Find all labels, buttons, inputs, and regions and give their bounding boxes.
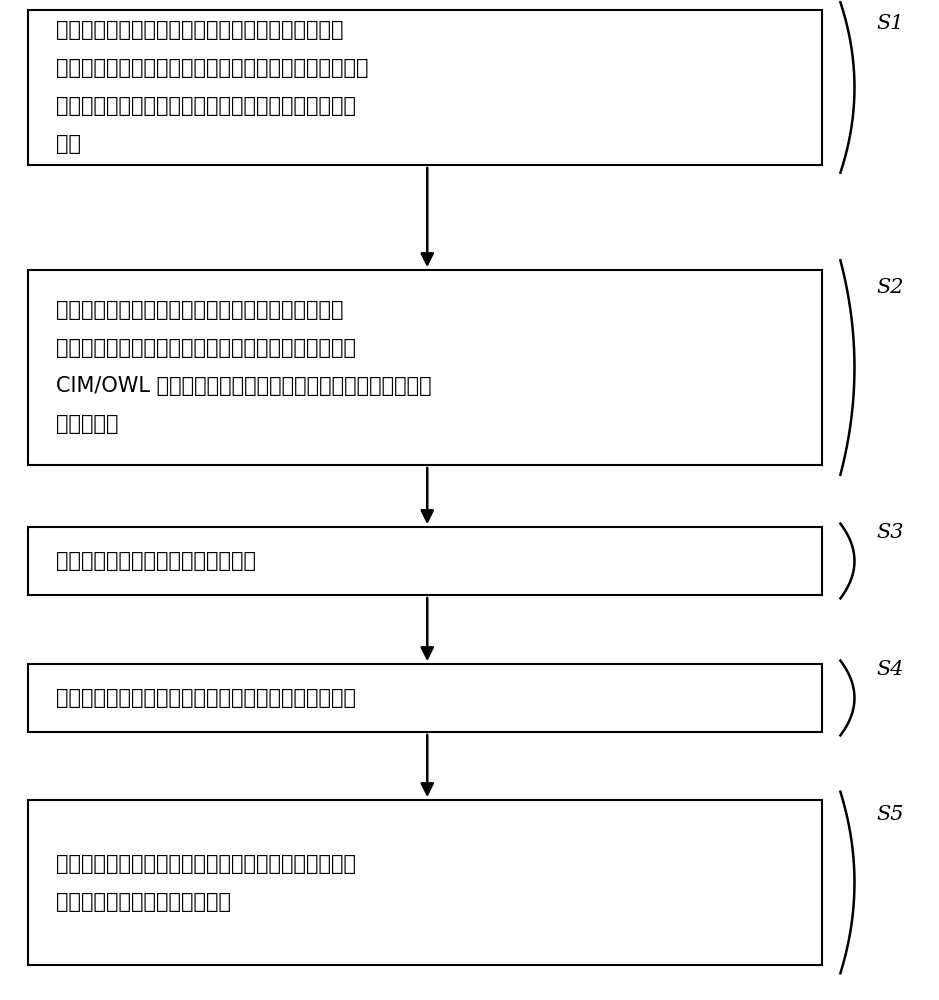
Text: 应；: 应； [56,134,82,154]
Bar [28,800,822,965]
Text: 参考负荷曲线集中所包含的参考负荷曲线的数据结构对: 参考负荷曲线集中所包含的参考负荷曲线的数据结构对 [56,96,356,116]
Text: S5: S5 [876,805,903,824]
Bar [28,270,822,465]
Text: 荷曲线集；: 荷曲线集； [56,414,119,434]
Text: 将计算结果反馈给各业务系统。: 将计算结果反馈给各业务系统。 [56,892,231,912]
Text: 建立关联所述特征负荷曲线和所述关键因素的决策树；: 建立关联所述特征负荷曲线和所述关键因素的决策树； [56,688,356,708]
Bar [28,527,822,595]
Bar [28,664,822,732]
Text: 确定影响用户基线负荷的关键因素；: 确定影响用户基线负荷的关键因素； [56,551,256,571]
Text: 利用所述决策树，对所述用户基线负荷进行预测计算，: 利用所述决策树，对所述用户基线负荷进行预测计算， [56,854,356,874]
Text: S3: S3 [876,523,903,542]
Text: 形成数条特征负荷曲线，将所述特征负荷曲线转换为由: 形成数条特征负荷曲线，将所述特征负荷曲线转换为由 [56,338,356,359]
Text: S4: S4 [876,660,903,679]
Text: S1: S1 [876,14,903,33]
Text: 获取历史负荷数据，得到历史日负荷曲线集，所述历: 获取历史负荷数据，得到历史日负荷曲线集，所述历 [56,20,344,40]
Text: 史日负荷曲线集中所包含的历史日负荷曲线与预先存储的: 史日负荷曲线集中所包含的历史日负荷曲线与预先存储的 [56,58,369,79]
Text: 根据所述历史日负荷曲线集和所述参考负荷曲线集，: 根据所述历史日负荷曲线集和所述参考负荷曲线集， [56,300,344,320]
Text: S2: S2 [876,278,903,297]
Bar [28,10,822,165]
Text: CIM/OWL 本体对象表示，数条所述特征负荷曲线形成特征负: CIM/OWL 本体对象表示，数条所述特征负荷曲线形成特征负 [56,376,432,396]
